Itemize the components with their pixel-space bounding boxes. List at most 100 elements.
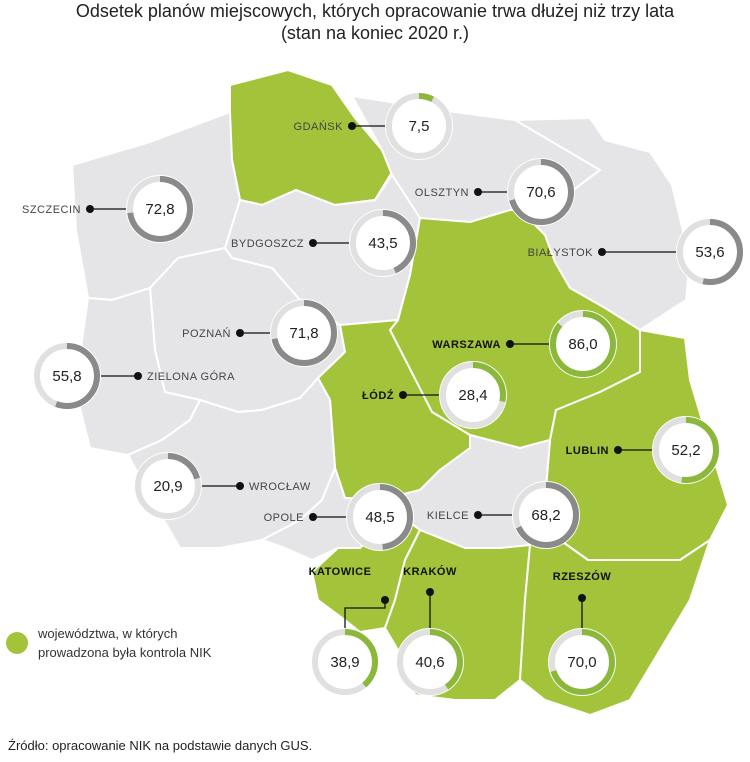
city-label: WARSZAWA — [432, 339, 501, 351]
city-label: LUBLIN — [566, 445, 609, 457]
location-dot — [134, 372, 142, 380]
ring-value-arc — [440, 362, 506, 428]
ring-value-label: 43,5 — [368, 235, 397, 252]
ring-value-label: 70,0 — [567, 654, 596, 671]
location-dot — [236, 482, 244, 490]
ring-value-arc — [677, 219, 743, 285]
ring-value-label: 53,6 — [695, 244, 724, 261]
callout-szczecin: SZCZECIN 72,8 — [22, 175, 194, 243]
location-dot — [86, 205, 94, 213]
callout-bydgoszcz: BYDGOSZCZ 43,5 — [231, 209, 417, 277]
city-label: OLSZTYN — [415, 187, 469, 199]
ring-value-label: 20,9 — [153, 478, 182, 495]
ring-background — [548, 628, 616, 696]
city-label: BYDGOSZCZ — [231, 238, 304, 250]
ring-background — [396, 628, 464, 696]
location-dot — [309, 239, 317, 247]
location-dot — [474, 188, 482, 196]
ring-background — [676, 218, 744, 286]
ring-value-label: 28,4 — [458, 387, 487, 404]
callout-warszawa: WARSZAWA 86,0 — [432, 310, 617, 378]
location-dot — [578, 594, 586, 602]
ring-value-arc — [34, 343, 100, 409]
ring-value-arc — [347, 484, 413, 550]
location-dot — [381, 596, 389, 604]
location-dot — [399, 391, 407, 399]
city-label: KRAKÓW — [403, 565, 457, 578]
city-label: GDAŃSK — [294, 120, 344, 133]
location-dot — [348, 122, 356, 130]
ring-value-arc — [653, 417, 719, 483]
legend: województwa, w których prowadzona była k… — [6, 624, 211, 662]
callout-lublin: LUBLIN 52,2 — [566, 416, 720, 484]
ring-value-label: 72,8 — [145, 201, 174, 218]
ring-value-arc — [135, 453, 201, 519]
legend-line-2: prowadzona była kontrola NIK — [38, 645, 212, 660]
ring-value-arc — [513, 482, 579, 548]
source-note: Źródło: opracowanie NIK na podstawie dan… — [8, 738, 313, 753]
ring-background — [652, 416, 720, 484]
ring-value-label: 52,2 — [671, 442, 700, 459]
map-title: Odsetek planów miejscowych, których opra… — [75, 1, 675, 21]
ring-background — [311, 628, 379, 696]
location-dot — [426, 588, 434, 596]
callout-bialystok: BIAŁYSTOK 53,6 — [528, 218, 744, 286]
ring-value-label: 40,6 — [415, 654, 444, 671]
callout-zielona-gora: ZIELONA GÓRA 55,8 — [33, 342, 235, 410]
ring-value-arc — [127, 176, 193, 242]
city-label: BIAŁYSTOK — [528, 247, 594, 259]
city-label: SZCZECIN — [22, 204, 81, 216]
title-block: Odsetek planów miejscowych, których opra… — [0, 0, 750, 44]
ring-background — [270, 299, 338, 367]
ring-value-label: 7,5 — [409, 118, 430, 135]
city-label: RZESZÓW — [553, 570, 612, 583]
map-subtitle: (stan na koniec 2020 r.) — [280, 23, 470, 43]
ring-value-arc — [549, 629, 615, 695]
city-label: KIELCE — [427, 510, 469, 522]
ring-value-arc — [386, 93, 452, 159]
ring-background — [346, 483, 414, 551]
city-label: ZIELONA GÓRA — [147, 370, 235, 383]
region-gdansk — [229, 69, 393, 206]
ring-background — [33, 342, 101, 410]
city-label: POZNAŃ — [182, 327, 231, 340]
city-label: KATOWICE — [309, 566, 372, 578]
ring-background — [512, 481, 580, 549]
callout-olsztyn: OLSZTYN 70,6 — [415, 158, 575, 226]
callout-katowice: KATOWICE 38,9 — [309, 566, 389, 696]
ring-value-label: 86,0 — [568, 336, 597, 353]
ring-background — [439, 361, 507, 429]
city-label: OPOLE — [264, 512, 304, 524]
callout-poznan: POZNAŃ 71,8 — [182, 299, 338, 367]
callouts-layer: GDAŃSK 7,5 OLSZTYN 70,6 SZCZECIN 72,8 BYDGOSZC… — [22, 92, 744, 696]
callout-krakow: KRAKÓW 40,6 — [396, 565, 464, 696]
ring-background — [126, 175, 194, 243]
ring-value-arc — [508, 159, 574, 225]
ring-background — [349, 209, 417, 277]
legend-text: województwa, w których prowadzona była k… — [38, 624, 211, 662]
location-dot — [309, 513, 317, 521]
city-label: ŁÓDŹ — [362, 389, 394, 402]
callout-wroclaw: WROCŁAW 20,9 — [134, 452, 311, 520]
legend-line-1: województwa, w których — [38, 626, 178, 641]
ring-value-label: 55,8 — [52, 368, 81, 385]
callout-rzeszow: RZESZÓW 70,0 — [548, 570, 616, 696]
location-dot — [598, 248, 606, 256]
ring-value-arc — [350, 210, 416, 276]
ring-value-arc — [397, 629, 463, 695]
callout-kielce: KIELCE 68,2 — [427, 481, 580, 549]
ring-value-label: 68,2 — [531, 507, 560, 524]
ring-value-label: 71,8 — [289, 325, 318, 342]
callout-opole: OPOLE 48,5 — [264, 483, 414, 551]
ring-background — [507, 158, 575, 226]
legend-swatch-green — [6, 632, 28, 654]
location-dot — [236, 329, 244, 337]
callout-lodz: ŁÓDŹ 28,4 — [362, 361, 507, 429]
regions-layer — [71, 69, 729, 716]
city-label: WROCŁAW — [249, 481, 311, 493]
ring-background — [385, 92, 453, 160]
ring-value-label: 48,5 — [365, 509, 394, 526]
ring-value-arc — [550, 311, 616, 377]
ring-value-label: 70,6 — [526, 184, 555, 201]
